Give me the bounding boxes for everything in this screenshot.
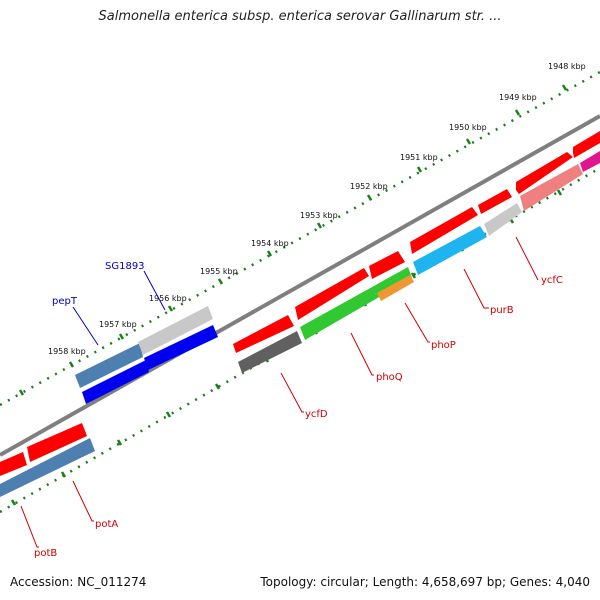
major-tick [10, 499, 17, 506]
major-tick [556, 189, 563, 196]
gene-label-potb[interactable]: potB [34, 548, 57, 559]
major-tick [561, 84, 568, 91]
feature-arrow[interactable] [138, 306, 213, 355]
major-tick [167, 305, 174, 312]
tick-label: 1955 kbp [200, 267, 238, 276]
feature-arrow[interactable] [516, 152, 573, 194]
feature-arrow[interactable] [27, 423, 87, 462]
tick-label: 1949 kbp [499, 93, 537, 102]
feature-arrow[interactable] [82, 360, 149, 404]
major-tick [416, 166, 423, 173]
major-tick [410, 272, 417, 279]
feature-arrow[interactable] [300, 267, 412, 340]
forward-features[interactable] [0, 131, 600, 476]
leader-line [350, 332, 374, 376]
leader-line [515, 236, 539, 281]
gene-label-phoq[interactable]: phoQ [376, 372, 403, 383]
tick-label: 1952 kbp [350, 182, 388, 191]
leader-line [463, 268, 489, 309]
gene-label-pept[interactable]: pepT [52, 296, 78, 307]
leader-line [280, 372, 304, 413]
feature-arrow[interactable] [410, 207, 478, 254]
map-title: Salmonella enterica subsp. enterica sero… [98, 9, 502, 24]
feature-arrow[interactable] [413, 226, 487, 275]
feature-arrow[interactable] [478, 189, 512, 214]
major-tick [316, 222, 323, 229]
major-tick [165, 411, 172, 418]
major-tick [465, 138, 472, 145]
reverse-features[interactable] [0, 151, 600, 497]
gene-label-purb[interactable]: purB [490, 305, 514, 316]
tick-labels: 1948 kbp 1949 kbp 1950 kbp 1951 kbp 1952… [48, 62, 586, 356]
tick-label: 1954 kbp [251, 239, 289, 248]
leader-line [72, 306, 99, 346]
label-leaders [20, 236, 539, 548]
outer-ruler [0, 70, 600, 407]
feature-arrow[interactable] [369, 251, 405, 279]
feature-arrow[interactable] [580, 151, 600, 172]
leader-line [404, 302, 430, 343]
tick-label: 1948 kbp [548, 62, 586, 71]
tick-label: 1951 kbp [400, 153, 438, 162]
feature-arrow[interactable] [295, 268, 369, 320]
feature-arrow[interactable] [144, 325, 218, 370]
major-tick [68, 361, 75, 368]
major-tick [118, 333, 125, 340]
tick-label: 1956 kbp [149, 294, 187, 303]
tick-label: 1953 kbp [300, 211, 338, 220]
tick-label: 1950 kbp [449, 123, 487, 132]
accession-text: Accession: NC_011274 [10, 575, 147, 589]
backbone-line [0, 114, 600, 457]
feature-arrow[interactable] [484, 203, 522, 236]
major-tick [514, 109, 521, 116]
leader-line [72, 480, 94, 522]
gene-label-ycfd[interactable]: ycfD [305, 409, 328, 420]
feature-arrow[interactable] [233, 315, 294, 353]
major-tick [217, 278, 224, 285]
major-tick [266, 250, 273, 257]
gene-label-phop[interactable]: phoP [431, 340, 456, 351]
major-tick [60, 471, 67, 478]
major-tick [116, 439, 123, 446]
feature-arrow[interactable] [75, 343, 143, 388]
major-tick [214, 383, 221, 390]
gene-label-ycfc[interactable]: ycfC [541, 275, 563, 286]
feature-arrow[interactable] [573, 131, 600, 158]
feature-arrow[interactable] [520, 164, 583, 211]
feature-arrow[interactable] [0, 452, 27, 476]
genome-summary-text: Topology: circular; Length: 4,658,697 bp… [260, 575, 590, 589]
feature-arrow[interactable] [238, 331, 302, 373]
leader-line [143, 270, 166, 311]
major-tick [18, 389, 25, 396]
feature-arrow[interactable] [377, 275, 414, 301]
tick-label: 1957 kbp [99, 320, 137, 329]
major-tick [366, 194, 373, 201]
gene-label-sg1893[interactable]: SG1893 [105, 261, 145, 272]
gene-labels[interactable]: SG1893 pepT ycfC purB phoP phoQ ycfD pot… [34, 261, 563, 559]
tick-label: 1958 kbp [48, 347, 86, 356]
gene-label-pota[interactable]: potA [95, 519, 118, 530]
outer-major-ticks [18, 84, 568, 396]
leader-line [20, 505, 39, 548]
feature-arrow[interactable] [0, 438, 95, 497]
